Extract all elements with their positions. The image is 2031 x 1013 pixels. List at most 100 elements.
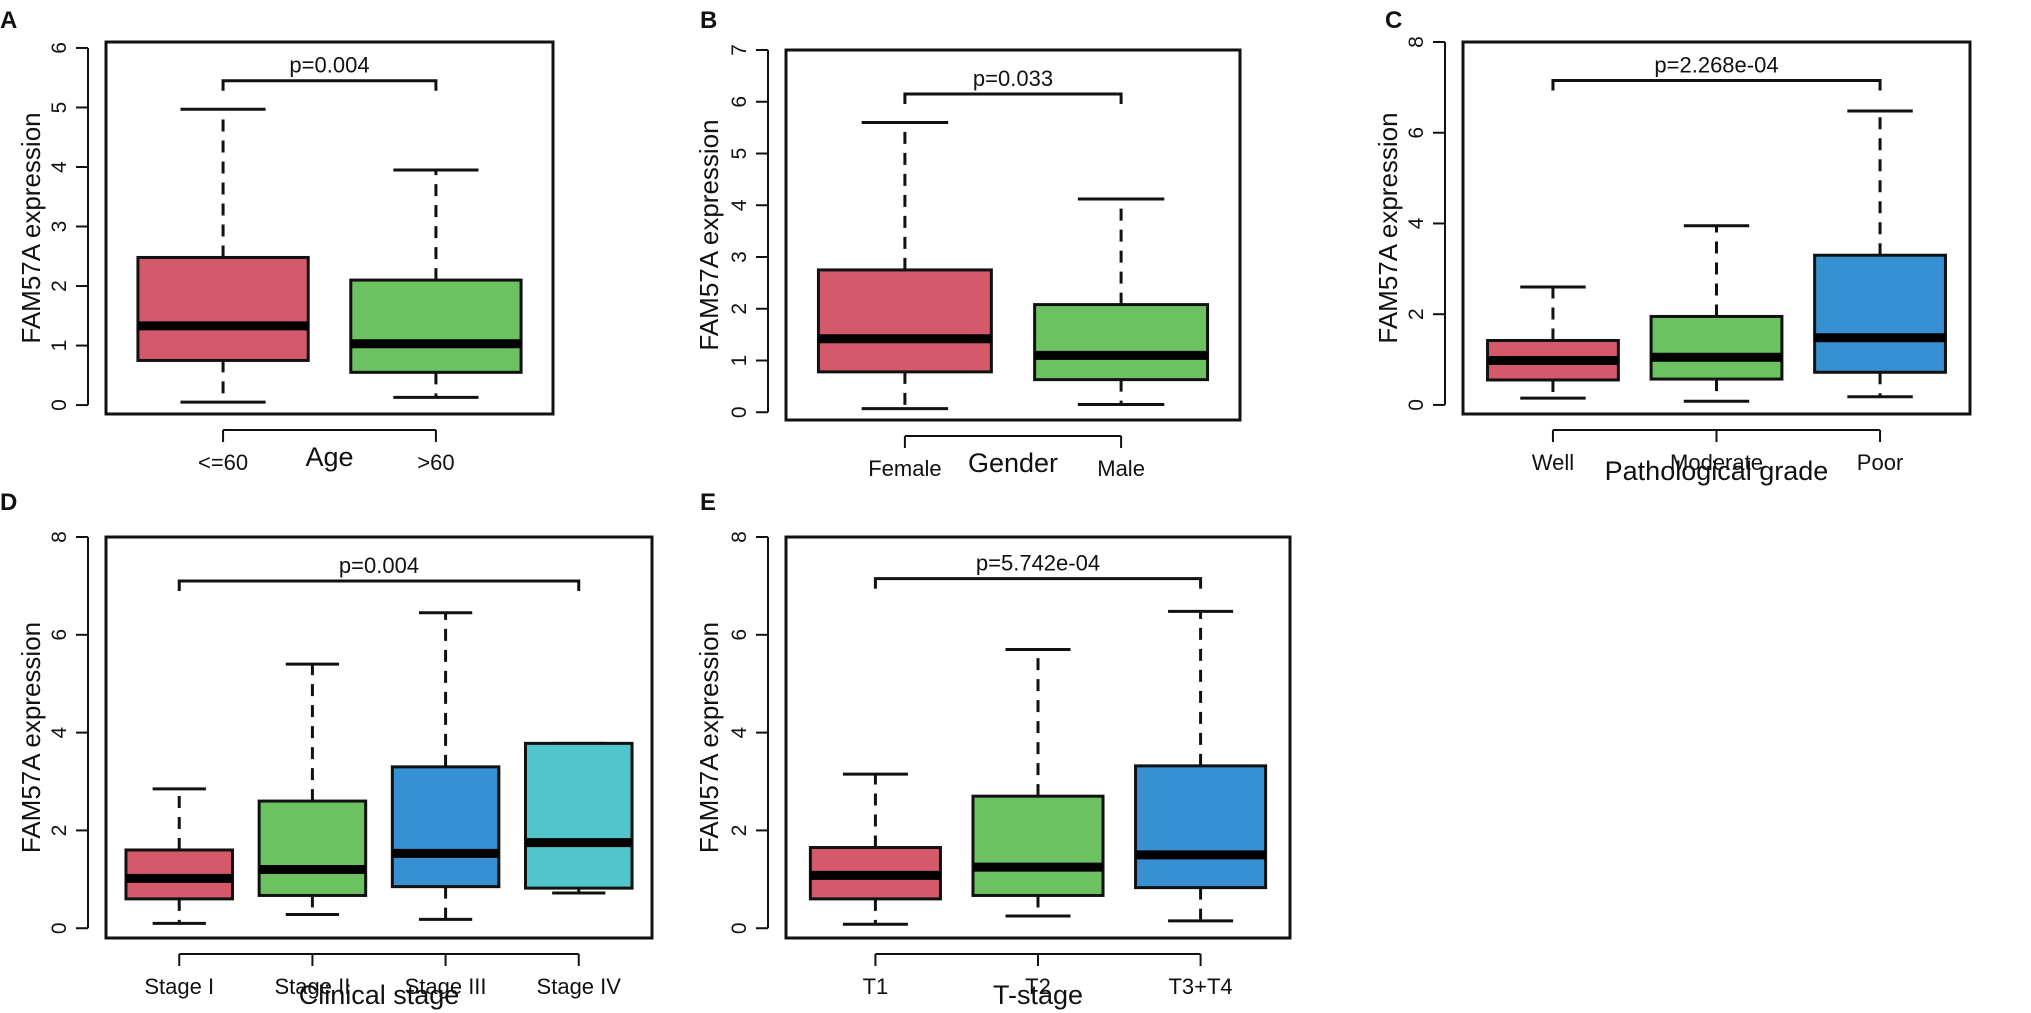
y-tick-label: 6 [48,629,71,641]
y-tick-label: 5 [48,102,71,114]
y-tick-label: 6 [48,42,71,54]
x-tick-label: Male [1097,456,1145,481]
y-tick-label: 8 [1405,36,1428,48]
y-tick-label: 2 [728,825,751,837]
y-tick-label: 7 [728,44,751,56]
y-axis-title: FAM57A expression [1373,112,1403,343]
x-axis-title: Clinical stage [299,980,460,1010]
p-value-label: p=0.004 [289,53,369,78]
y-tick-label: 0 [728,406,751,418]
y-tick-label: 4 [48,161,71,173]
y-tick-label: 2 [1405,308,1428,320]
panel-letter: E [700,489,716,516]
iqr-box [1033,303,1210,382]
y-tick-label: 6 [1405,127,1428,139]
y-tick-label: 2 [48,280,71,292]
y-axis-title: FAM57A expression [16,622,46,853]
x-tick-label: >60 [417,450,454,475]
y-tick-label: 8 [728,531,751,543]
y-tick-label: 4 [48,726,71,738]
y-tick-label: 4 [728,199,751,211]
p-value-label: p=0.004 [339,553,419,578]
y-axis-title: FAM57A expression [16,112,46,343]
panel-d: D 0 2 4 6 8 Stage I Stage II Stage III Stage IV Cl… [0,489,654,1010]
plot-frame [784,535,1292,940]
panel-c: C 0 2 4 6 8 Well Moderate Poor Pathological grade… [1373,7,1972,486]
iqr-box [971,794,1105,897]
x-tick-label: T1 [863,974,889,999]
x-axis-title: Age [305,442,353,472]
iqr-box [816,268,993,374]
plot-frame [104,40,555,416]
comparison-bracket [221,79,438,91]
y-tick-label: 4 [728,726,751,738]
y-axis-title: FAM57A expression [694,622,724,853]
box-0 [124,787,235,925]
box-1 [257,662,368,917]
x-tick-label: Poor [1857,450,1903,475]
y-tick-label: 1 [48,340,71,352]
box-0 [136,107,310,404]
p-value-label: p=5.742e-04 [976,551,1100,576]
panel-letter: C [1385,7,1402,34]
y-axis-title: FAM57A expression [694,119,724,350]
iqr-box [1134,764,1268,890]
y-tick-label: 5 [728,148,751,160]
iqr-box [523,741,634,890]
y-tick-label: 1 [728,355,751,367]
y-tick-label: 0 [48,922,71,934]
y-tick-label: 8 [48,531,71,543]
comparison-bracket [1551,79,1882,91]
iqr-box [1813,253,1947,374]
y-tick-label: 2 [728,303,751,315]
comparison-bracket [873,577,1203,589]
y-tick-label: 3 [728,251,751,263]
y-tick-label: 0 [1405,399,1428,411]
y-tick-label: 4 [1405,217,1428,229]
p-value-label: p=2.268e-04 [1654,53,1778,78]
iqr-box [1649,314,1784,381]
panel-letter: D [0,489,17,516]
box-2 [390,611,501,921]
p-value-label: p=0.033 [973,66,1053,91]
box-1 [971,647,1105,918]
x-tick-label: Well [1532,450,1574,475]
x-tick-label: Stage IV [537,974,622,999]
x-tick-label: Stage I [144,974,214,999]
box-2 [1813,109,1947,399]
iqr-box [136,255,310,362]
panel-a: A 0 1 2 3 4 5 6 <=60 >60 Age FAM57A expression p=0.0… [0,7,555,475]
panel-letter: B [700,7,717,34]
x-tick-label: Moderate [1670,450,1763,475]
x-axis-title: T-stage [993,980,1083,1010]
x-tick-label: Female [868,456,941,481]
box-1 [349,168,523,399]
x-tick-label: Stage II [274,974,350,999]
box-1 [1033,197,1210,406]
x-tick-label: <=60 [198,450,248,475]
box-0 [808,772,942,926]
box-0 [1486,285,1620,400]
x-tick-label: Stage III [405,974,487,999]
panel-e: E 0 2 4 6 8 T1 T2 T3+T4 T-stage FAM57A expression p… [694,489,1292,1010]
y-tick-label: 3 [48,221,71,233]
panel-b: B 0 1 2 3 4 5 6 7 Female Male Gender FAM57A expressi… [694,7,1242,481]
x-tick-label: T2 [1025,974,1051,999]
box-1 [1649,224,1784,403]
x-axis-title: Pathological grade [1605,456,1829,486]
y-tick-label: 0 [48,399,71,411]
iqr-box [390,765,501,889]
y-tick-label: 6 [728,96,751,108]
comparison-bracket [177,579,581,592]
comparison-bracket [903,92,1123,104]
iqr-box [349,278,523,374]
x-tick-label: T3+T4 [1168,974,1232,999]
x-axis-title: Gender [968,448,1058,478]
plot-frame [104,535,654,940]
y-tick-label: 2 [48,825,71,837]
plot-frame [784,48,1242,422]
box-3 [523,741,634,895]
box-2 [1134,609,1268,923]
y-tick-label: 6 [728,629,751,641]
